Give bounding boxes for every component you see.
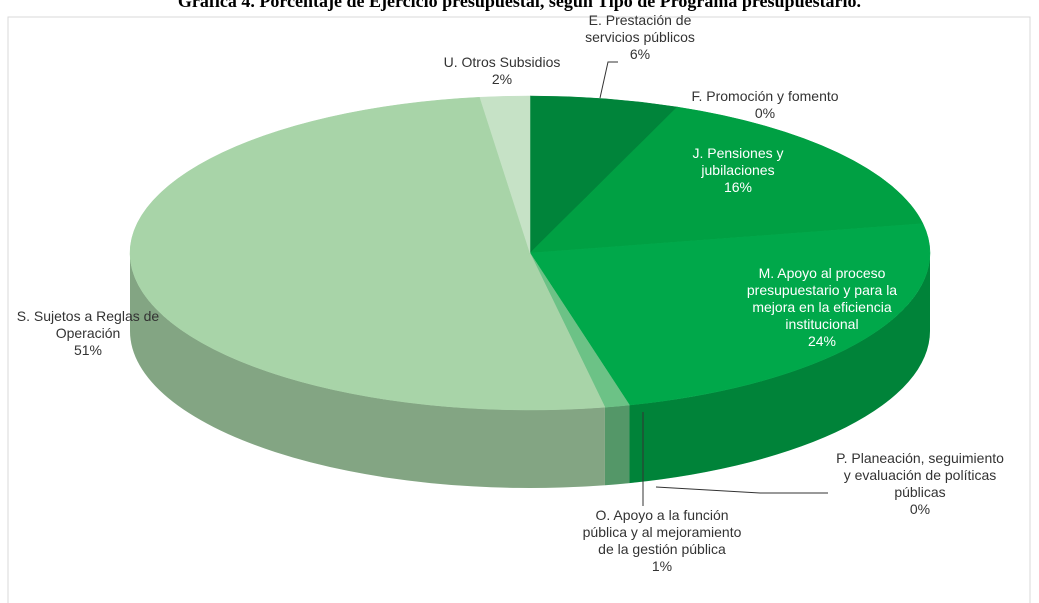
category-name: O. Apoyo a la función pública y al mejor…	[582, 507, 742, 557]
slice-side-shade	[604, 405, 630, 486]
leader-lines	[599, 61, 828, 506]
slice	[529, 95, 678, 254]
slice-label: E. Prestación de servicios públicos 6%	[570, 12, 710, 63]
slice	[529, 223, 931, 406]
slice-side	[629, 253, 930, 484]
slice-label: F. Promoción y fomento 0%	[655, 88, 875, 122]
leader-line	[655, 486, 828, 494]
slice-label: J. Pensiones y jubilaciones 16%	[673, 145, 803, 196]
slice-side	[130, 253, 605, 488]
slice	[129, 96, 606, 411]
value-label: 1%	[651, 558, 673, 574]
slice-label: S. Sujetos a Reglas de Operación 51%	[0, 308, 183, 359]
value-label: 51%	[73, 342, 103, 358]
category-name: F. Promoción y fomento	[691, 88, 839, 104]
slice	[479, 95, 531, 254]
chart-title: Gráfica 4. Porcentaje de Ejercicio presu…	[177, 0, 862, 11]
slice-label: U. Otros Subsidios 2%	[402, 54, 602, 88]
category-name: E. Prestación de servicios públicos	[585, 12, 695, 45]
slice-side-shade	[629, 253, 930, 484]
category-name: S. Sujetos a Reglas de Operación	[16, 308, 160, 341]
slice-label: P. Planeación, seguimiento y evaluación …	[835, 450, 1005, 518]
plot-frame	[7, 16, 1031, 603]
category-name: P. Planeación, seguimiento y evaluación …	[836, 450, 1004, 500]
category-name: J. Pensiones y jubilaciones	[692, 145, 784, 178]
leader-line	[599, 61, 618, 99]
slice	[529, 106, 924, 254]
category-name: U. Otros Subsidios	[443, 54, 561, 70]
value-label: 2%	[491, 71, 513, 87]
category-name: M. Apoyo al proceso presupuestario y par…	[746, 265, 898, 332]
value-label: 16%	[723, 179, 753, 195]
value-label: 24%	[807, 333, 837, 349]
value-label: 6%	[629, 46, 651, 62]
slice-side-shade	[130, 253, 605, 488]
value-label: 0%	[754, 105, 776, 121]
slice-label: M. Apoyo al proceso presupuestario y par…	[730, 265, 915, 350]
value-label: 0%	[909, 501, 931, 517]
pie	[129, 95, 931, 488]
slice-side	[604, 405, 630, 486]
slice-label: O. Apoyo a la función pública y al mejor…	[577, 507, 747, 575]
